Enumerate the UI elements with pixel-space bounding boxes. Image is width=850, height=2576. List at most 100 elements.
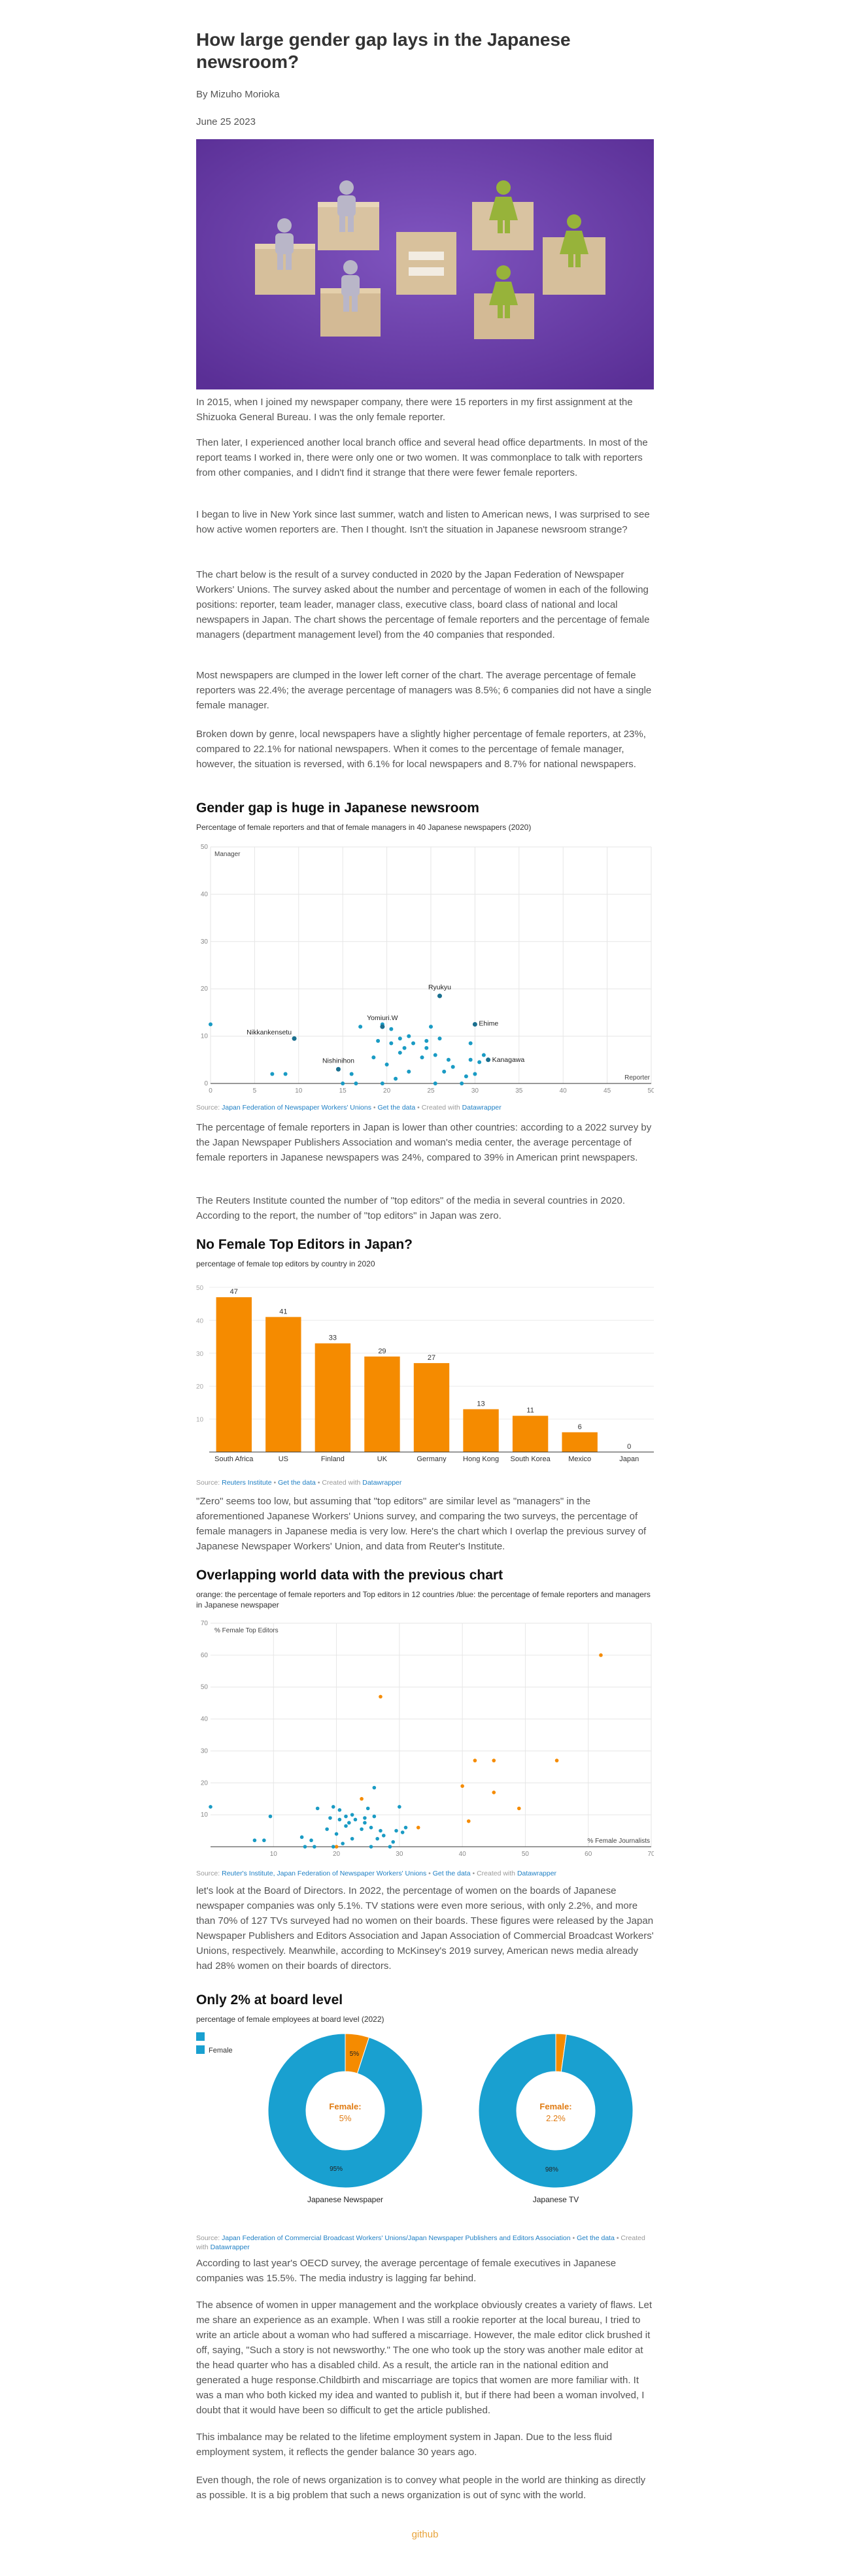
x-tick-label: 5 [253, 1087, 257, 1095]
gender-blocks-illustration [196, 139, 654, 389]
chart4-heading: Only 2% at board level [196, 1992, 343, 2007]
data-point [442, 1069, 447, 1074]
data-point [394, 1076, 398, 1081]
data-point [371, 1055, 376, 1060]
male-figure-icon [275, 180, 360, 312]
data-point-blue [341, 1841, 345, 1845]
labeled-data-point [292, 1036, 297, 1041]
bar [463, 1409, 499, 1452]
data-point [402, 1046, 407, 1050]
data-label: 11 [526, 1407, 534, 1415]
pie-slice [267, 2033, 423, 2188]
get-data-link[interactable]: Get the data [278, 1479, 316, 1487]
source-separator: • Created with [415, 1104, 462, 1112]
bar-chart-top-editors: 10 20 30 40 50 47 South Africa 41 US 33 Finland 29 U… [196, 1285, 654, 1463]
data-point [424, 1046, 429, 1050]
source-link[interactable]: Reuters Institute [222, 1479, 272, 1487]
x-tick-label: 10 [295, 1087, 303, 1095]
data-point [481, 1053, 486, 1057]
source-link[interactable]: Japan Federation of Commercial Broadcast… [222, 2234, 571, 2242]
x-tick-label: 30 [471, 1087, 479, 1095]
chart1-source: Source: Japan Federation of Newspaper Wo… [196, 1103, 654, 1112]
data-point [433, 1082, 437, 1085]
bar [364, 1356, 400, 1452]
labeled-data-point [472, 1022, 477, 1027]
data-point [429, 1025, 433, 1029]
x-tick-label: 0 [209, 1087, 212, 1095]
category-label: South Korea [511, 1455, 551, 1463]
donut-charts-board: Female 5% 95% Female: 5% Japanese Newspaper 9… [196, 2032, 634, 2204]
x-tick-label: 10 [270, 1851, 278, 1858]
datawrapper-link[interactable]: Datawrapper [517, 1870, 557, 1877]
paragraph-block-14: Even though, the role of news organizati… [196, 2473, 654, 2503]
data-point [270, 1072, 275, 1076]
donut-center-label: Female: [329, 2102, 361, 2111]
x-tick-label: 30 [396, 1851, 403, 1858]
datawrapper-link[interactable]: Datawrapper [210, 2243, 250, 2251]
data-point [380, 1082, 384, 1085]
paragraph-block-5: Most newspapers are clumped in the lower… [196, 668, 654, 713]
datawrapper-link[interactable]: Datawrapper [362, 1479, 402, 1487]
chart2-container: 10 20 30 40 50 47 South Africa 41 US 33 Finland 29 U… [196, 1274, 654, 1464]
slice-label: 98% [545, 2166, 558, 2173]
data-point-blue [313, 1845, 316, 1849]
donut-center-value: 5% [339, 2113, 352, 2123]
data-point-blue [398, 1805, 401, 1809]
data-point [424, 1038, 429, 1043]
x-tick-label: 50 [647, 1087, 654, 1095]
pie-slice [478, 2033, 634, 2188]
source-separator: • [426, 1870, 433, 1877]
source-link[interactable]: Japan Federation of Newspaper Workers' U… [222, 1104, 371, 1112]
paragraph-5: Most newspapers are clumped in the lower… [196, 670, 652, 711]
get-data-link[interactable]: Get the data [432, 1870, 471, 1877]
source-prefix: Source: [196, 1104, 222, 1112]
data-point-blue [328, 1816, 332, 1820]
bar [562, 1432, 598, 1452]
paragraph-block-2: Then later, I experienced another local … [196, 435, 654, 480]
data-point-blue [299, 1835, 304, 1840]
data-point-orange [492, 1759, 496, 1762]
donut-title: Japanese TV [533, 2195, 579, 2204]
github-link[interactable]: github [411, 2529, 439, 2540]
y-tick-label: 50 [196, 1285, 204, 1292]
data-point-blue [379, 1828, 382, 1833]
source-separator: • [570, 2234, 577, 2242]
chart3-source: Source: Reuter's Institute, Japan Federa… [196, 1869, 654, 1878]
chart2-heading: No Female Top Editors in Japan? [196, 1237, 413, 1252]
data-point [283, 1072, 288, 1076]
data-point-orange [599, 1653, 603, 1657]
donut-center-value: 2.2% [546, 2113, 566, 2123]
get-data-link[interactable]: Get the data [377, 1104, 416, 1112]
data-point-orange [360, 1796, 364, 1801]
paragraph-10: let's look at the Board of Directors. In… [196, 1885, 654, 1972]
y-tick-label: 20 [201, 1779, 209, 1787]
data-point-blue [268, 1814, 273, 1819]
source-link[interactable]: Reuter's Institute, Japan Federation of … [222, 1870, 427, 1877]
paragraph-9: "Zero" seems too low, but assuming that … [196, 1496, 647, 1552]
x-tick-label: 35 [515, 1087, 523, 1095]
slice-label: 5% [350, 2051, 360, 2058]
bar [413, 1362, 450, 1452]
y-tick-label: 40 [196, 1317, 204, 1325]
data-point-blue [369, 1845, 373, 1849]
point-label: Kanagawa [492, 1056, 525, 1064]
byline: By Mizuho Morioka [196, 89, 280, 100]
data-point-blue [381, 1834, 386, 1838]
paragraph-2: Then later, I experienced another local … [196, 437, 648, 478]
bar [512, 1415, 549, 1452]
data-point-orange [460, 1784, 464, 1788]
data-point [468, 1057, 473, 1062]
data-point-blue [334, 1832, 339, 1836]
data-point [407, 1034, 411, 1038]
data-label: 13 [477, 1400, 484, 1408]
paragraph-12: The absence of women in upper management… [196, 2300, 653, 2416]
source-separator: • Created with [470, 1870, 517, 1877]
data-point [477, 1060, 482, 1065]
data-point-blue [331, 1845, 335, 1849]
data-point-orange [334, 1845, 339, 1849]
get-data-link[interactable]: Get the data [577, 2234, 615, 2242]
datawrapper-link[interactable]: Datawrapper [462, 1104, 502, 1112]
y-tick-label: 20 [196, 1383, 204, 1391]
data-point-blue [303, 1845, 307, 1849]
data-label: 0 [627, 1443, 631, 1451]
